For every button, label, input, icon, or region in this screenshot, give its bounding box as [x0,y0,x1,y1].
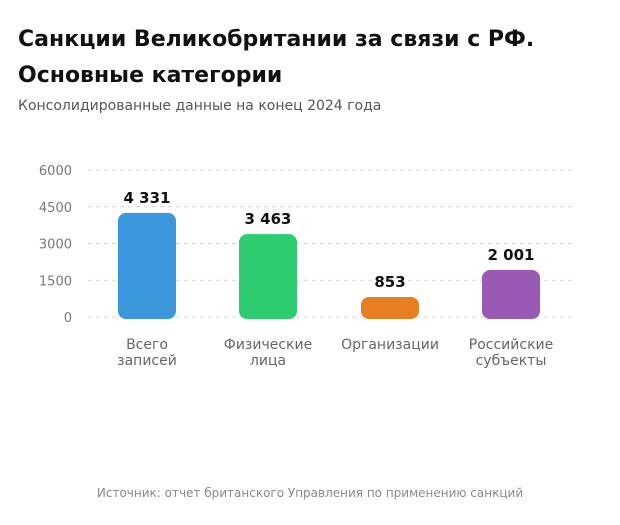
chart-subtitle: Консолидированные данные на конец 2024 г… [18,98,382,114]
y-tick-label: 1500 [39,274,72,289]
value-label: 3 463 [245,210,292,228]
bars [118,212,540,319]
value-label: 2 001 [488,246,535,264]
y-tick-label: 3000 [39,238,72,253]
category-label: Российские субъекты [469,337,553,369]
category-label: Физические лица [224,337,312,369]
category-label: Всего записей [117,337,177,369]
bar [482,269,540,319]
y-tick-label: 4500 [39,201,72,216]
y-tick-label: 0 [64,311,72,326]
category-label-line: Всего [126,337,168,353]
value-label: 853 [374,273,405,291]
category-label-line: Физические [224,337,312,353]
value-label: 4 331 [124,189,171,207]
source-note: Источник: отчет британского Управления п… [96,486,524,500]
category-labels: Всего записей Физические лица Организации Рос… [117,337,553,369]
y-axis-ticks: 0 1500 3000 4500 6000 [39,164,72,326]
value-labels: 4 331 3 463 853 2 001 [124,189,535,291]
y-tick-label: 6000 [39,164,72,179]
bar-chart: 0 1500 3000 4500 6000 4 331 3 463 853 2 001 Все… [39,164,572,369]
category-label-line: записей [117,353,177,369]
category-label-line: Российские [469,337,553,353]
category-label-line: субъекты [476,353,547,369]
bar [361,297,419,319]
bar [118,212,176,319]
category-label: Организации [341,337,439,353]
category-label-line: лица [250,353,286,369]
bar [239,234,297,319]
chart-title: Санкции Великобритании за связи с РФ. Ос… [18,27,535,88]
category-label-line: Организации [341,337,439,353]
